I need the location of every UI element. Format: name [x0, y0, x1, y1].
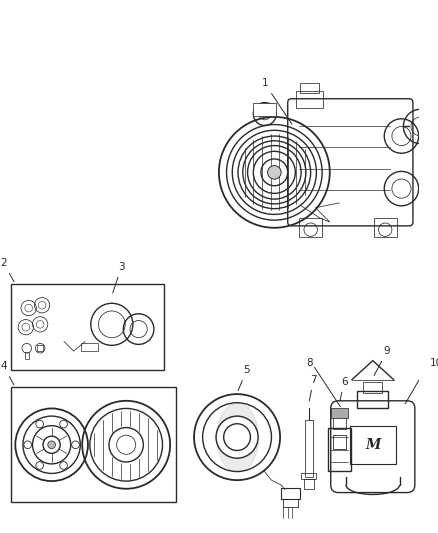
Text: 4: 4 — [0, 361, 14, 385]
Bar — [11, 387, 176, 502]
FancyBboxPatch shape — [288, 99, 413, 226]
Bar — [253, 102, 276, 116]
Text: 10: 10 — [429, 358, 438, 368]
Text: 5: 5 — [238, 365, 250, 391]
Text: 3: 3 — [113, 262, 125, 293]
Bar — [25, 352, 28, 359]
Bar — [363, 382, 382, 393]
Bar — [297, 91, 323, 108]
Bar — [11, 284, 164, 370]
Text: 8: 8 — [307, 358, 313, 368]
Bar — [81, 343, 99, 351]
Bar — [300, 84, 319, 93]
Text: 9: 9 — [374, 346, 390, 375]
Bar — [283, 499, 298, 507]
Text: 7: 7 — [309, 375, 317, 401]
Bar — [301, 473, 316, 479]
Text: 6: 6 — [340, 377, 347, 401]
Circle shape — [224, 424, 251, 450]
Text: 1: 1 — [261, 78, 292, 124]
Bar — [305, 420, 313, 477]
Circle shape — [268, 166, 281, 179]
Bar — [332, 416, 346, 430]
Bar — [281, 488, 300, 499]
Bar — [328, 427, 351, 471]
Bar — [357, 391, 388, 408]
Text: 2: 2 — [0, 258, 14, 282]
Bar — [299, 218, 322, 237]
Bar — [374, 218, 397, 237]
Bar — [332, 435, 346, 449]
Bar — [304, 479, 314, 489]
Bar — [350, 426, 396, 464]
FancyBboxPatch shape — [331, 401, 415, 492]
Text: M: M — [365, 438, 381, 452]
Bar — [331, 408, 348, 418]
Circle shape — [48, 441, 56, 449]
Bar — [37, 345, 43, 351]
